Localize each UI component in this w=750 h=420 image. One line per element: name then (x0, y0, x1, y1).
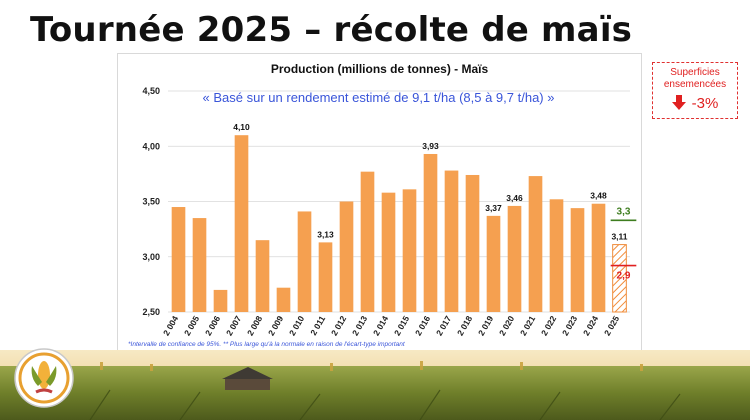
x-tick-label: 2 008 (245, 314, 264, 338)
bar (612, 244, 627, 313)
x-tick-label: 2 018 (455, 314, 474, 338)
y-tick-label: 2,50 (142, 307, 160, 317)
bar (381, 192, 396, 312)
y-tick-label: 4,50 (142, 86, 160, 96)
data-label: 3,48 (590, 191, 607, 201)
bar (591, 203, 606, 312)
chart-title: Production (millions de tonnes) - Maïs (270, 62, 489, 76)
bar (465, 174, 480, 312)
x-tick-label: 2 015 (392, 314, 411, 338)
bar (192, 218, 207, 312)
barn-icon (222, 367, 273, 390)
corn-logo (14, 348, 74, 408)
callout-value: -3% (691, 94, 719, 112)
data-label: 3,13 (317, 229, 334, 239)
x-tick-label: 2 025 (602, 314, 621, 338)
bar (423, 153, 438, 312)
x-tick-label: 2 005 (182, 314, 201, 338)
x-tick-label: 2 012 (329, 314, 348, 338)
data-label: 3,37 (485, 203, 502, 213)
bar (255, 240, 270, 312)
bar (507, 205, 522, 312)
bar (486, 215, 501, 312)
bar (276, 287, 291, 312)
x-tick-label: 2 021 (518, 314, 537, 338)
y-tick-label: 3,50 (142, 197, 160, 207)
cornfield-banner-image (0, 350, 750, 420)
bar (549, 199, 564, 312)
bar (171, 207, 186, 312)
x-tick-label: 2 020 (497, 314, 516, 338)
bar (528, 176, 543, 312)
bar (339, 201, 354, 312)
x-tick-label: 2 019 (476, 314, 495, 338)
x-tick-label: 2 009 (266, 314, 285, 338)
x-tick-label: 2 024 (581, 314, 600, 338)
x-tick-label: 2 007 (224, 314, 243, 338)
x-tick-label: 2 006 (203, 314, 222, 338)
x-tick-label: 2 016 (413, 314, 432, 338)
x-tick-label: 2 013 (350, 314, 369, 338)
y-tick-label: 3,00 (142, 252, 160, 262)
range-low-label: 2,9 (617, 271, 631, 282)
x-tick-label: 2 010 (287, 314, 306, 338)
callout-label-line1: Superficies (670, 67, 720, 78)
x-tick-label: 2 017 (434, 314, 453, 338)
y-tick-label: 4,00 (142, 141, 160, 151)
bar (234, 135, 249, 312)
x-tick-label: 2 023 (560, 314, 579, 338)
data-label: 3,11 (611, 232, 627, 242)
down-arrow-icon (671, 95, 686, 110)
chart-subtitle: « Basé sur un rendement estimé de 9,1 t/… (202, 90, 555, 105)
bar (402, 189, 417, 312)
bar (297, 211, 312, 312)
bar (570, 208, 585, 312)
callout-label-line2: ensemencées (663, 79, 727, 90)
data-label: 3,93 (422, 141, 439, 151)
x-tick-label: 2 022 (539, 314, 558, 338)
x-tick-label: 2 014 (371, 314, 390, 338)
bar (213, 289, 228, 312)
page-title: Tournée 2025 – récolte de maïs (30, 10, 633, 50)
data-label: 4,10 (233, 122, 250, 132)
bar (444, 170, 459, 312)
range-high-label: 3,3 (617, 206, 631, 217)
data-label: 3,46 (506, 193, 523, 203)
acreage-callout: Superficies ensemencées -3% (652, 62, 738, 119)
x-tick-label: 2 011 (308, 314, 327, 337)
bar (318, 242, 333, 312)
x-tick-label: 2 004 (161, 314, 180, 338)
bar (360, 171, 375, 312)
chart-footnote: *Intervalle de confiance de 95%. ** Plus… (128, 341, 405, 348)
